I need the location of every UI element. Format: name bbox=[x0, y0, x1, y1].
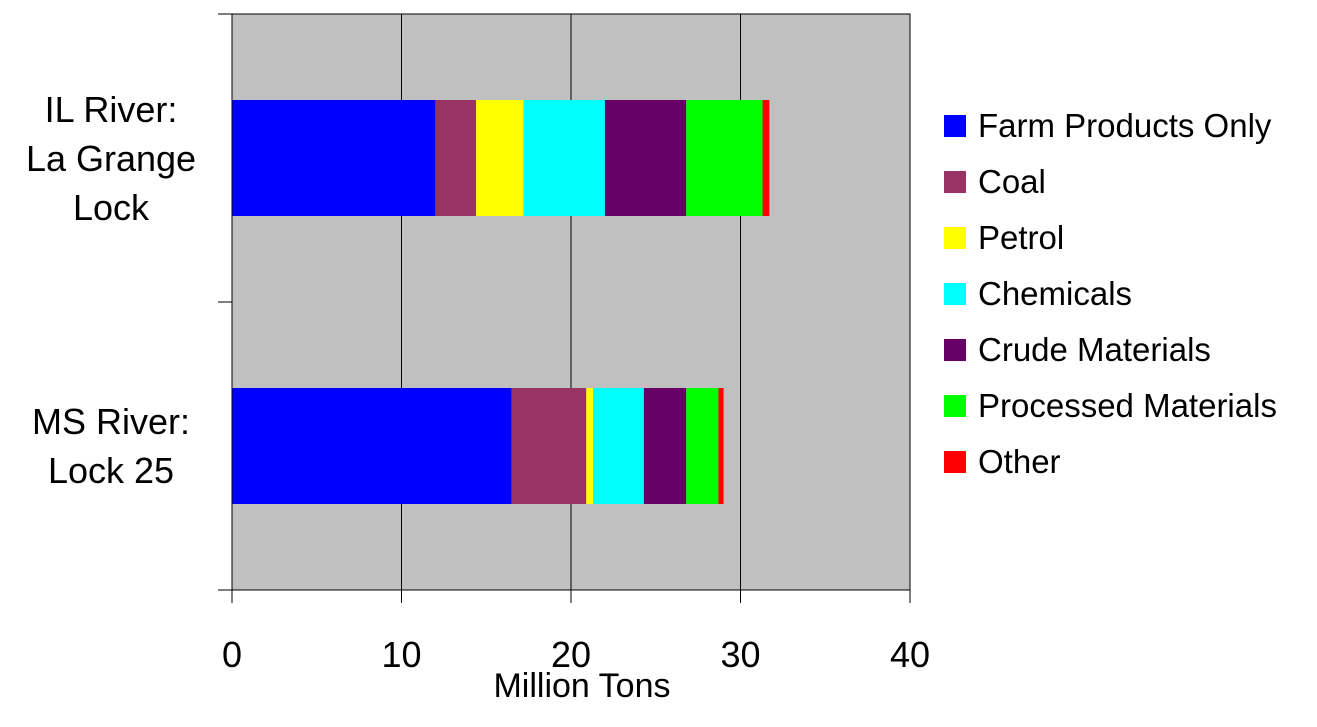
category-label-line: MS River: bbox=[31, 401, 190, 442]
bar-segment-coal bbox=[435, 100, 477, 216]
legend-item: Coal bbox=[944, 154, 1277, 210]
x-axis-label: Million Tons bbox=[493, 667, 671, 705]
legend-label: Processed Materials bbox=[978, 387, 1277, 424]
legend-label: Petrol bbox=[978, 219, 1065, 256]
category-label: MS River: Lock 25 bbox=[6, 397, 216, 495]
category-label-line: Lock bbox=[72, 186, 150, 228]
axes bbox=[218, 13, 911, 603]
legend-item: Petrol bbox=[944, 210, 1277, 266]
legend-item: Chemicals bbox=[944, 266, 1277, 322]
x-tick-label: 0 bbox=[222, 634, 242, 675]
x-tick-labels: 0 10 20 30 40 bbox=[222, 634, 930, 675]
legend-label: Other bbox=[978, 443, 1061, 480]
x-tick-label: 10 bbox=[381, 634, 421, 675]
category-label-line: Lock 25 bbox=[47, 450, 175, 491]
x-tick-label: 20 bbox=[551, 634, 591, 675]
legend-label: Chemicals bbox=[978, 275, 1133, 312]
bar-segment-petrol bbox=[476, 100, 524, 216]
legend-swatch bbox=[944, 283, 966, 305]
legend-item: Farm Products Only bbox=[944, 98, 1277, 154]
bar-segment-petrol bbox=[586, 388, 594, 504]
legend-swatch bbox=[944, 339, 966, 361]
legend-swatch bbox=[944, 451, 966, 473]
bar-segment-other bbox=[762, 100, 770, 216]
legend-swatch bbox=[944, 395, 966, 417]
legend-swatch bbox=[944, 227, 966, 249]
legend: Farm Products Only Coal Petrol Chemicals Cru… bbox=[944, 98, 1277, 490]
bar-segment-farm-products-only bbox=[232, 100, 436, 216]
category-label-line: IL River: bbox=[44, 88, 178, 130]
legend-item: Processed Materials bbox=[944, 378, 1277, 434]
legend-swatch bbox=[944, 115, 966, 137]
legend-item: Crude Materials bbox=[944, 322, 1277, 378]
bar-segment-farm-products-only bbox=[232, 388, 512, 504]
bar-segment-processed-materials bbox=[686, 100, 763, 216]
legend-label: Farm Products Only bbox=[978, 107, 1272, 144]
legend-swatch bbox=[944, 171, 966, 193]
x-tick-label: 30 bbox=[720, 634, 760, 675]
legend-label: Crude Materials bbox=[978, 331, 1211, 368]
legend-label: Coal bbox=[978, 163, 1046, 200]
category-label: IL River: La Grange Lock bbox=[6, 85, 216, 232]
category-label-line: La Grange bbox=[25, 137, 197, 179]
bar-segment-chemicals bbox=[523, 100, 605, 216]
bars bbox=[232, 100, 770, 504]
bar-segment-processed-materials bbox=[686, 388, 719, 504]
bar-segment-coal bbox=[511, 388, 587, 504]
legend-item: Other bbox=[944, 434, 1277, 490]
x-tick-label: 40 bbox=[890, 634, 930, 675]
bar-segment-other bbox=[718, 388, 724, 504]
bar-segment-crude-materials bbox=[643, 388, 687, 504]
bar-segment-chemicals bbox=[593, 388, 644, 504]
bar-segment-crude-materials bbox=[604, 100, 687, 216]
